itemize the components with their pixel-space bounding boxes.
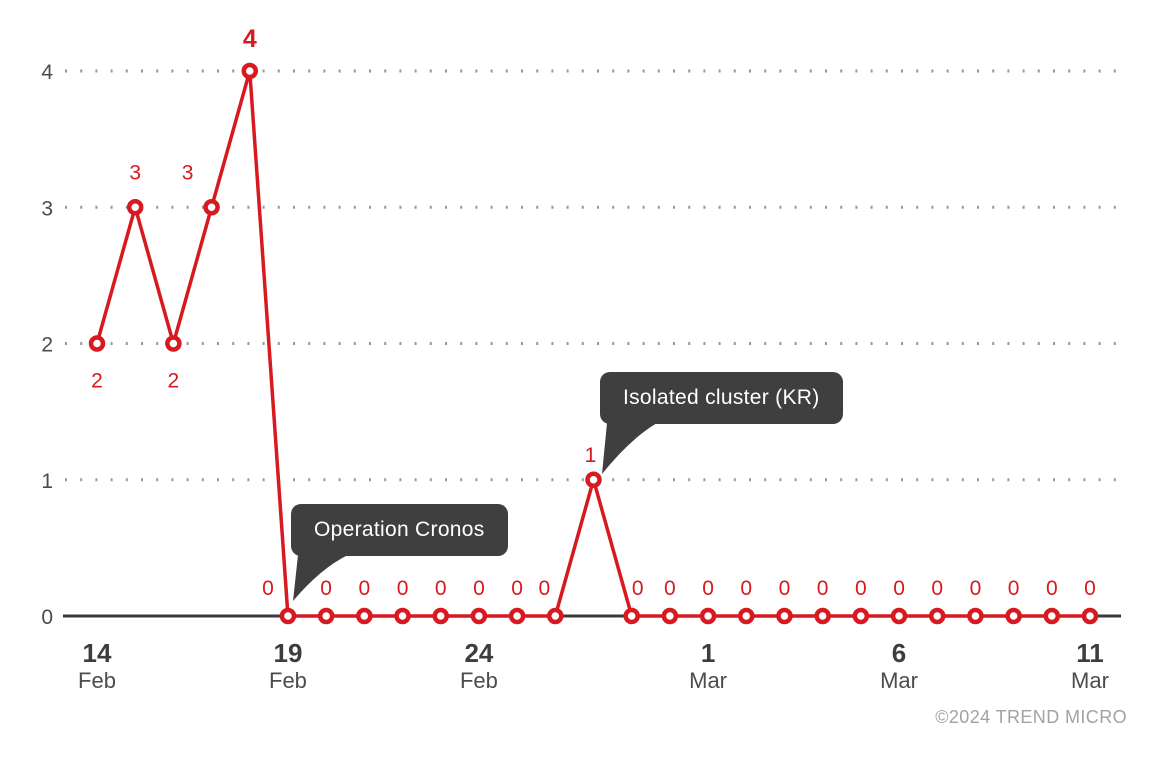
data-point-marker xyxy=(1043,607,1061,625)
point-value-label: 0 xyxy=(740,577,752,600)
x-tick-month-label: Feb xyxy=(460,668,498,693)
callout-tail xyxy=(602,423,657,474)
data-point-marker xyxy=(776,607,793,625)
point-value-label: 0 xyxy=(359,577,371,600)
data-point-marker xyxy=(317,607,335,625)
data-point-marker xyxy=(699,607,717,625)
data-point-marker xyxy=(585,471,602,488)
data-point-marker xyxy=(852,607,870,625)
data-point-marker xyxy=(432,607,449,625)
data-point-marker xyxy=(1005,607,1022,625)
data-point-marker xyxy=(241,62,259,80)
data-point-marker xyxy=(738,607,755,625)
point-value-label: 2 xyxy=(91,370,103,393)
x-tick-day-label: 19 xyxy=(274,638,303,668)
point-value-label: 3 xyxy=(182,161,194,184)
data-point-marker xyxy=(661,607,679,625)
point-value-label: 2 xyxy=(168,370,180,393)
annotation-isolated-cluster-kr: Isolated cluster (KR) xyxy=(600,372,843,424)
data-point-marker xyxy=(279,607,297,625)
x-tick-month-label: Feb xyxy=(78,668,116,693)
point-value-label: 0 xyxy=(817,577,829,600)
point-value-label: 0 xyxy=(511,577,523,600)
point-value-label: 4 xyxy=(243,25,257,53)
x-tick-day-label: 6 xyxy=(892,638,906,668)
y-axis-label: 4 xyxy=(41,61,53,84)
data-point-marker xyxy=(890,607,908,625)
data-point-marker xyxy=(508,607,526,625)
x-tick-day-label: 11 xyxy=(1076,638,1104,668)
point-value-label: 0 xyxy=(538,577,550,600)
point-value-label: 0 xyxy=(632,577,644,600)
annotation-operation-cronos: Operation Cronos xyxy=(291,504,508,556)
data-point-marker xyxy=(126,199,144,216)
point-value-label: 0 xyxy=(397,577,409,600)
callout-tail xyxy=(293,555,348,601)
data-line xyxy=(95,69,1090,618)
x-tick-month-label: Mar xyxy=(880,668,918,693)
point-value-label: 0 xyxy=(1008,577,1020,600)
data-point-marker xyxy=(203,199,220,216)
y-axis-label: 1 xyxy=(41,470,53,493)
y-axis-label: 2 xyxy=(41,334,53,357)
data-point-marker xyxy=(394,607,411,625)
point-value-label: 0 xyxy=(931,577,943,600)
point-value-label: 0 xyxy=(262,577,274,600)
data-point-marker xyxy=(356,607,373,625)
x-tick-day-label: 14 xyxy=(83,638,112,668)
point-value-label: 3 xyxy=(129,161,141,184)
data-point-marker xyxy=(1081,607,1099,625)
point-value-label: 0 xyxy=(664,577,676,600)
x-tick-month-label: Feb xyxy=(269,668,307,693)
y-axis-label: 3 xyxy=(41,197,53,220)
data-point-marker xyxy=(547,607,564,625)
point-value-label: 0 xyxy=(473,577,485,600)
y-axis-label: 0 xyxy=(41,606,53,629)
data-point-marker xyxy=(928,607,946,625)
point-value-label: 0 xyxy=(435,577,447,600)
point-value-label: 0 xyxy=(320,577,332,600)
data-point-marker xyxy=(967,607,984,625)
x-tick-month-label: Mar xyxy=(689,668,727,693)
point-value-label: 0 xyxy=(702,577,714,600)
x-tick-month-label: Mar xyxy=(1071,668,1109,693)
copyright-note: ©2024 TREND MICRO xyxy=(935,707,1127,727)
data-point-marker xyxy=(814,607,831,625)
x-tick-day-label: 1 xyxy=(701,638,715,668)
data-point-marker xyxy=(88,335,106,352)
point-value-label: 0 xyxy=(1084,577,1096,600)
point-value-label: 0 xyxy=(1046,577,1058,600)
point-value-label: 0 xyxy=(893,577,905,600)
point-value-label: 0 xyxy=(970,577,982,600)
data-point-marker xyxy=(165,335,182,352)
point-value-label: 0 xyxy=(779,577,791,600)
data-point-marker xyxy=(470,607,488,625)
data-point-marker xyxy=(623,607,640,625)
x-tick-day-label: 24 xyxy=(464,638,493,668)
point-value-label: 0 xyxy=(855,577,867,600)
point-value-label: 1 xyxy=(585,444,597,467)
